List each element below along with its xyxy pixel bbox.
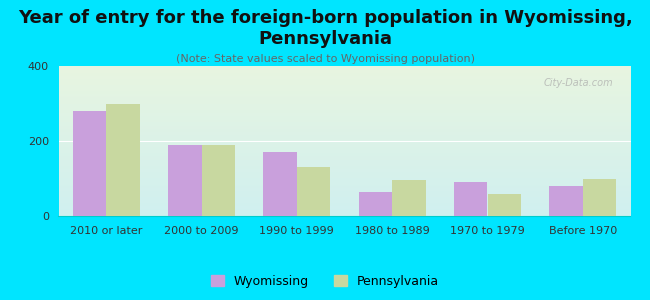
Bar: [73, 111, 106, 216]
Bar: [168, 145, 202, 216]
Bar: [549, 186, 583, 216]
Text: (Note: State values scaled to Wyomissing population): (Note: State values scaled to Wyomissing…: [176, 54, 474, 64]
Bar: [202, 145, 235, 216]
Bar: [106, 103, 140, 216]
Legend: Wyomissing, Pennsylvania: Wyomissing, Pennsylvania: [205, 268, 445, 294]
Bar: [454, 182, 488, 216]
Bar: [263, 152, 297, 216]
Text: City-Data.com: City-Data.com: [543, 78, 614, 88]
Text: Year of entry for the foreign-born population in Wyomissing,
Pennsylvania: Year of entry for the foreign-born popul…: [18, 9, 632, 48]
Bar: [297, 167, 330, 216]
Bar: [392, 180, 426, 216]
Bar: [359, 192, 392, 216]
Bar: [488, 194, 521, 216]
Bar: [583, 178, 616, 216]
